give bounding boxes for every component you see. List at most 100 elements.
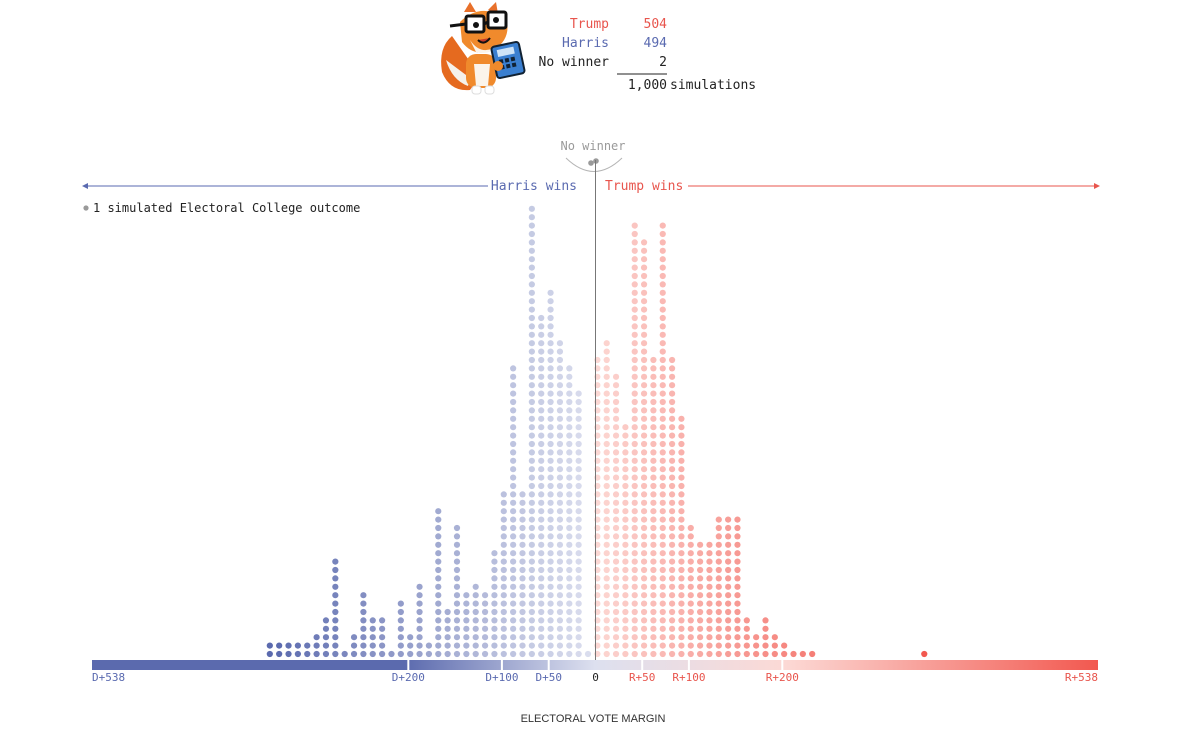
outcome-dot xyxy=(659,239,666,246)
outcome-dot xyxy=(510,592,517,599)
outcome-dot xyxy=(285,650,292,658)
outcome-dot xyxy=(678,533,685,540)
outcome-dot xyxy=(510,440,517,448)
outcome-dot xyxy=(481,608,489,616)
outcome-dot xyxy=(528,314,535,322)
outcome-dot xyxy=(566,575,573,582)
outcome-dot xyxy=(547,575,554,582)
outcome-dot xyxy=(697,550,704,557)
outcome-dot xyxy=(650,642,657,649)
outcome-dot xyxy=(687,600,694,607)
outcome-dot xyxy=(556,541,564,548)
outcome-dot xyxy=(304,642,311,649)
outcome-dot xyxy=(379,617,386,624)
outcome-dot xyxy=(678,566,685,574)
outcome-dot xyxy=(640,524,648,532)
outcome-dot xyxy=(631,566,638,574)
left-arrow-icon xyxy=(82,183,88,189)
outcome-dot xyxy=(650,440,657,448)
outcome-dot xyxy=(510,533,517,540)
outcome-dot xyxy=(528,205,535,212)
outcome-dot xyxy=(668,642,676,649)
outcome-dot xyxy=(332,642,339,649)
outcome-dot xyxy=(500,491,507,498)
outcome-dot xyxy=(556,634,564,641)
outcome-dot xyxy=(668,482,676,490)
outcome-dot xyxy=(528,298,535,305)
outcome-dot xyxy=(631,457,638,464)
outcome-dot xyxy=(678,583,685,590)
outcome-dot xyxy=(706,592,713,599)
outcome-dot xyxy=(650,466,657,473)
x-axis-title: ELECTORAL VOTE MARGIN xyxy=(521,713,666,725)
outcome-dot xyxy=(603,432,610,439)
outcome-dot xyxy=(463,634,470,641)
outcome-dot xyxy=(603,524,610,532)
outcome-dot xyxy=(753,642,760,649)
outcome-dot xyxy=(612,415,620,422)
outcome-dot xyxy=(556,466,564,473)
outcome-dot xyxy=(472,625,479,632)
outcome-dot xyxy=(640,415,648,422)
outcome-dot xyxy=(603,424,610,431)
outcome-dot xyxy=(453,550,461,557)
summary-total-value: 1,000 xyxy=(628,78,667,93)
tick-label: D+50 xyxy=(535,671,562,684)
outcome-dot xyxy=(640,583,648,590)
outcome-dot xyxy=(668,541,676,548)
outcome-dot xyxy=(556,566,564,574)
no-winner-dots xyxy=(588,158,599,166)
outcome-dot xyxy=(706,583,713,590)
outcome-dot xyxy=(528,407,535,414)
outcome-dot xyxy=(612,491,620,498)
outcome-dot xyxy=(566,524,573,532)
outcome-dot xyxy=(472,650,479,658)
outcome-dot xyxy=(612,382,620,389)
outcome-dot xyxy=(640,474,648,481)
outcome-dot xyxy=(519,499,526,506)
outcome-dot xyxy=(603,474,610,481)
outcome-dot xyxy=(697,608,704,616)
outcome-dot xyxy=(762,650,769,658)
outcome-dot xyxy=(528,566,535,574)
outcome-dot xyxy=(650,398,657,406)
outcome-dot xyxy=(510,608,517,616)
outcome-dot xyxy=(547,541,554,548)
outcome-dot xyxy=(650,365,657,372)
outcome-dot xyxy=(659,272,666,280)
outcome-dot xyxy=(650,558,657,565)
outcome-dot xyxy=(332,575,339,582)
outcome-dot xyxy=(500,625,507,632)
outcome-dot xyxy=(603,440,610,448)
outcome-dot xyxy=(603,608,610,616)
outcome-dot xyxy=(715,541,722,548)
outcome-dot xyxy=(575,516,582,523)
outcome-dot xyxy=(528,222,535,229)
outcome-dot xyxy=(725,575,732,582)
outcome-dot xyxy=(313,642,320,649)
outcome-dot xyxy=(528,272,535,280)
outcome-dot xyxy=(472,600,479,607)
outcome-dot xyxy=(566,440,573,448)
outcome-dot xyxy=(640,365,648,372)
outcome-dot xyxy=(435,566,442,574)
outcome-dot xyxy=(650,524,657,532)
outcome-dot xyxy=(640,558,648,565)
outcome-dot xyxy=(631,314,638,322)
summary-harris-value: 494 xyxy=(644,36,668,51)
outcome-dot xyxy=(743,634,750,641)
outcome-dot xyxy=(556,390,564,397)
outcome-dot xyxy=(453,608,461,616)
outcome-dot xyxy=(528,415,535,422)
outcome-dot xyxy=(622,432,629,439)
outcome-dot xyxy=(566,617,573,624)
outcome-dot xyxy=(276,650,283,658)
outcome-dot xyxy=(706,642,713,649)
outcome-dot xyxy=(491,583,498,590)
outcome-dot xyxy=(622,592,629,599)
outcome-dot xyxy=(659,617,666,624)
outcome-dot xyxy=(650,382,657,389)
outcome-dot xyxy=(500,533,507,540)
outcome-dot xyxy=(538,550,545,557)
outcome-dot xyxy=(556,516,564,523)
